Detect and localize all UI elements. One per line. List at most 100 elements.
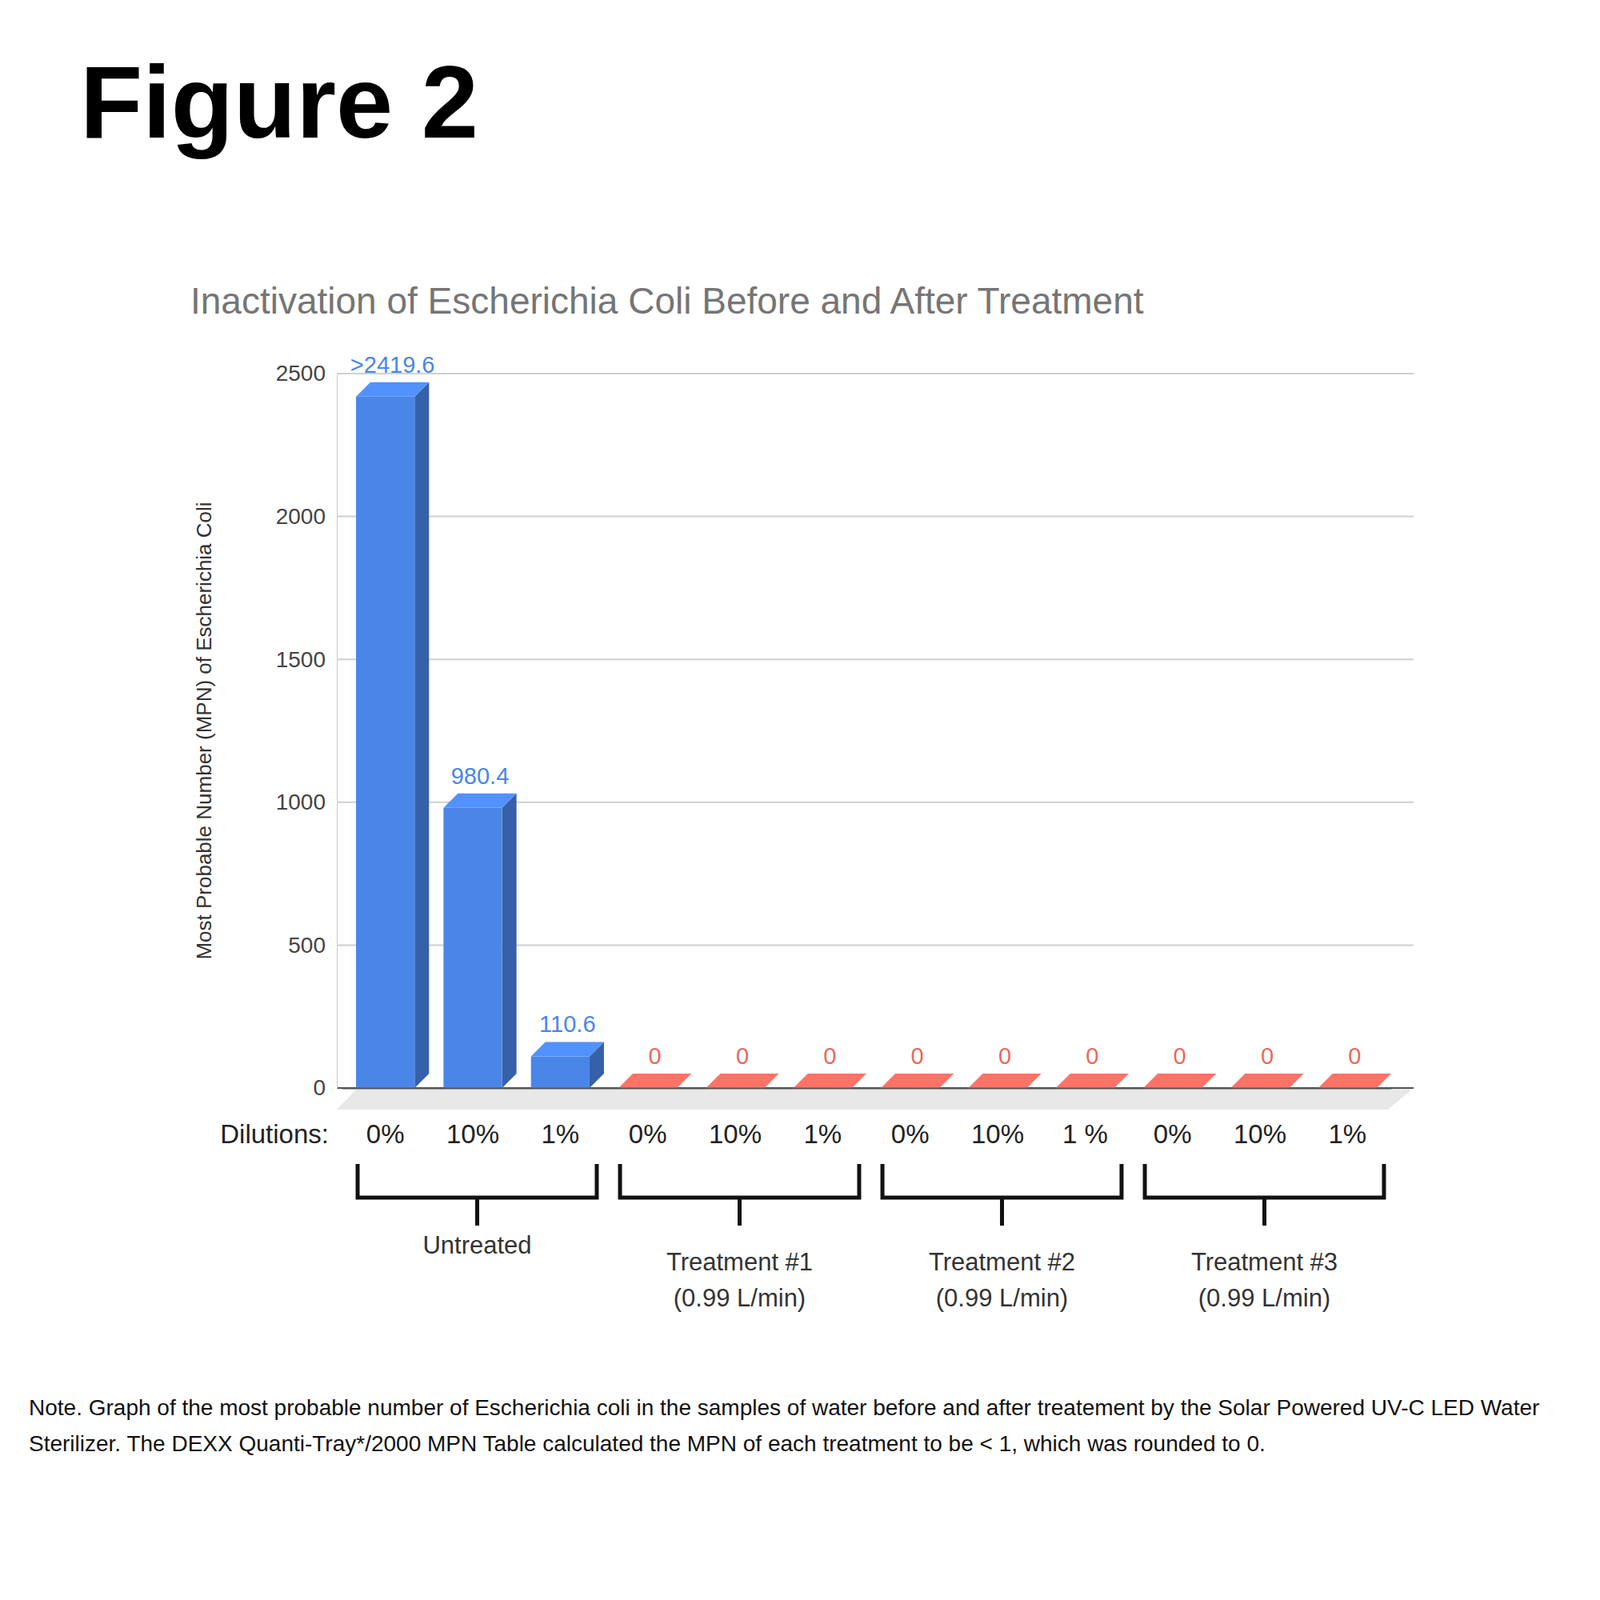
figure-note: Note. Graph of the most probable number … bbox=[28, 1389, 1577, 1462]
bar bbox=[531, 1041, 604, 1088]
x-axis-line bbox=[342, 1088, 1392, 1090]
bar bbox=[968, 1073, 1041, 1088]
x-tick: 10% bbox=[971, 1088, 1024, 1149]
y-tick-label: 1000 bbox=[276, 789, 326, 815]
x-tick-label: 0% bbox=[628, 1119, 668, 1149]
y-tick-label: 500 bbox=[288, 932, 326, 958]
bar-top bbox=[793, 1073, 867, 1088]
x-tick: 10% bbox=[1233, 1088, 1287, 1149]
data-label: 0 bbox=[1260, 1043, 1274, 1069]
group-label: Treatment #2 bbox=[928, 1248, 1076, 1276]
x-tick-label: 0% bbox=[366, 1119, 405, 1149]
x-tick-label: 10% bbox=[1233, 1119, 1287, 1149]
y-tick: 0 bbox=[312, 1075, 337, 1100]
x-tick: 1% bbox=[540, 1088, 580, 1149]
data-label: 0 bbox=[911, 1043, 924, 1069]
x-tick-label: 10% bbox=[446, 1119, 500, 1149]
bar-top bbox=[880, 1073, 954, 1088]
y-tick-label: 2500 bbox=[276, 360, 326, 386]
x-tick: 1 % bbox=[1062, 1088, 1108, 1149]
group-detail: (0.99 L/min) bbox=[1198, 1284, 1331, 1312]
y-tick-label: 0 bbox=[312, 1075, 326, 1100]
data-label: 0 bbox=[998, 1043, 1012, 1069]
x-tick: 0% bbox=[628, 1088, 668, 1149]
x-tick-label: 10% bbox=[971, 1119, 1024, 1149]
group-bracket bbox=[882, 1164, 1122, 1226]
x-tick: 1% bbox=[1328, 1088, 1367, 1149]
data-label: 0 bbox=[823, 1043, 836, 1069]
data-label: 0 bbox=[1173, 1043, 1187, 1069]
chart-title: Inactivation of Escherichia Coli Before … bbox=[190, 280, 1144, 322]
bar-top bbox=[1056, 1073, 1129, 1088]
y-tick-label: 2000 bbox=[276, 504, 326, 529]
bar bbox=[1143, 1073, 1216, 1088]
y-tick: 500 bbox=[288, 932, 337, 958]
data-label: >2419.6 bbox=[350, 352, 436, 378]
x-tick-label: 1% bbox=[803, 1119, 842, 1149]
bar-top bbox=[705, 1073, 779, 1088]
grid-line bbox=[336, 658, 1414, 660]
bar-top bbox=[1230, 1073, 1304, 1088]
bar-front bbox=[443, 808, 502, 1088]
bar-top bbox=[356, 382, 429, 397]
data-label: 0 bbox=[648, 1043, 662, 1069]
bar bbox=[1056, 1073, 1129, 1088]
group-detail: (0.99 L/min) bbox=[673, 1284, 806, 1312]
y-axis: 0 500 1000 1500 2000 2500 bbox=[276, 360, 338, 1100]
groups: Untreated Treatment #1 (0.99 L/min) Treatme… bbox=[357, 1164, 1384, 1312]
y-axis-title: Most Probable Number (MPN) of Escherichi… bbox=[192, 501, 216, 960]
figure-heading: Figure 2 bbox=[80, 44, 479, 160]
bar-top bbox=[443, 793, 516, 808]
x-tick: 0% bbox=[366, 1088, 405, 1149]
bar-top bbox=[968, 1073, 1041, 1088]
group-bracket bbox=[357, 1164, 597, 1226]
bar bbox=[443, 793, 516, 1088]
plot-floor bbox=[336, 1088, 1414, 1110]
group-bracket bbox=[1144, 1164, 1384, 1226]
bar-side bbox=[502, 793, 517, 1088]
bar-top bbox=[1318, 1073, 1392, 1088]
grid-line bbox=[336, 516, 1414, 518]
bar-side bbox=[414, 382, 429, 1088]
bar-top bbox=[1143, 1073, 1216, 1088]
y-tick-label: 1500 bbox=[276, 647, 326, 672]
bar-front bbox=[356, 396, 415, 1088]
x-tick-label: 1% bbox=[540, 1119, 580, 1149]
bar-top bbox=[618, 1073, 692, 1088]
x-tick: 10% bbox=[446, 1088, 500, 1149]
bar bbox=[1230, 1073, 1304, 1088]
data-label: 110.6 bbox=[539, 1011, 596, 1037]
bar-top bbox=[531, 1041, 604, 1056]
group-label: Treatment #3 bbox=[1191, 1248, 1338, 1276]
bar bbox=[618, 1073, 692, 1088]
grid-line bbox=[336, 372, 1414, 375]
data-label: 0 bbox=[736, 1043, 749, 1069]
x-tick: 0% bbox=[1153, 1088, 1192, 1149]
bar bbox=[356, 382, 429, 1088]
x-tick-label: 0% bbox=[1153, 1119, 1192, 1149]
bar bbox=[1318, 1073, 1392, 1088]
y-tick: 1000 bbox=[276, 789, 337, 815]
x-tick: 10% bbox=[708, 1088, 762, 1149]
x-tick-label: 0% bbox=[891, 1119, 930, 1149]
y-tick: 2500 bbox=[276, 360, 337, 386]
grid bbox=[336, 373, 1414, 1088]
bar bbox=[705, 1073, 779, 1088]
bars bbox=[356, 382, 1392, 1088]
data-labels: >2419.6 980.4 110.6 0 0 0 0 0 0 0 0 0 bbox=[350, 352, 1362, 1069]
x-tick-label: 1 % bbox=[1062, 1119, 1108, 1149]
x-axis-title: Dilutions: bbox=[220, 1119, 329, 1149]
group-bracket bbox=[620, 1164, 860, 1226]
data-label: 980.4 bbox=[451, 763, 510, 789]
x-tick-label: 10% bbox=[708, 1119, 762, 1149]
y-tick: 1500 bbox=[276, 647, 337, 672]
group-label: Untreated bbox=[422, 1231, 532, 1260]
y-axis-line bbox=[336, 374, 338, 1089]
x-tick-label: 1% bbox=[1328, 1119, 1367, 1149]
group-label: Treatment #1 bbox=[666, 1248, 813, 1276]
data-label: 0 bbox=[1085, 1043, 1099, 1069]
bar-front bbox=[531, 1056, 590, 1088]
x-axis: 0% 10% 1% 0% 10% 1% 0% 10% 1 % 0% 10% 1% bbox=[342, 1088, 1392, 1149]
figure-svg: Figure 2 Inactivation of Escherichia Coli… bbox=[0, 0, 1600, 1600]
data-label: 0 bbox=[1348, 1043, 1361, 1069]
